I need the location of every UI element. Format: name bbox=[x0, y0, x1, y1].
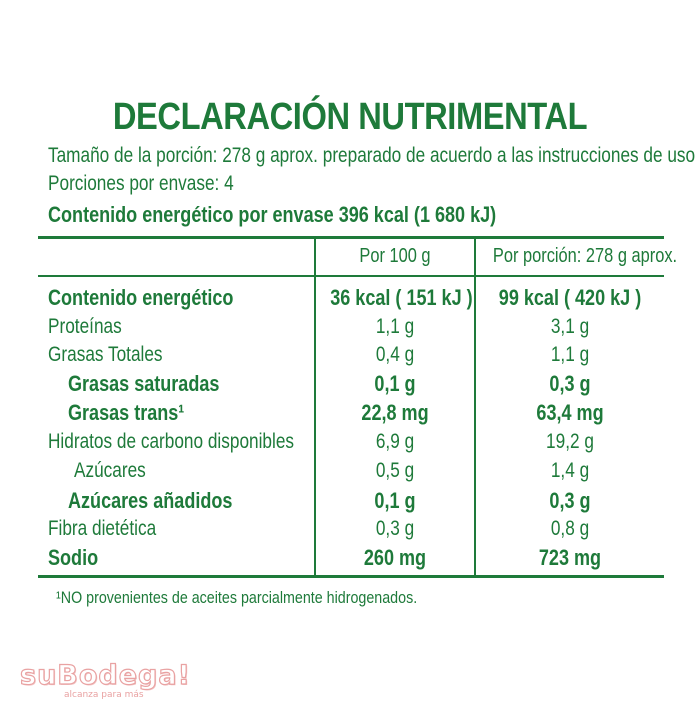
value-per-100g: 6,9 g bbox=[375, 430, 415, 453]
value-per-100g: 0,3 g bbox=[375, 517, 415, 540]
table-row: Grasas trans¹ 22,8 mg 63,4 mg bbox=[38, 400, 664, 428]
table-row: Fibra dietética 0,3 g 0,8 g bbox=[38, 517, 664, 545]
watermark-logo: suBodega! alcanza para más bbox=[19, 659, 191, 700]
nutrient-label: Azúcares añadidos bbox=[68, 488, 233, 513]
value-per-portion: 1,4 g bbox=[550, 459, 590, 482]
energy-per-container: Contenido energético por envase 396 kcal… bbox=[48, 202, 497, 227]
value-per-portion: 0,8 g bbox=[550, 517, 590, 540]
nutrient-label: Proteínas bbox=[48, 315, 122, 338]
value-per-100g: 1,1 g bbox=[375, 315, 415, 338]
serving-size: Tamaño de la porción: 278 g aprox. prepa… bbox=[48, 144, 696, 167]
value-per-portion: 723 mg bbox=[538, 545, 602, 570]
table-row: Grasas saturadas 0,1 g 0,3 g bbox=[38, 371, 664, 399]
footnote: ¹NO provenientes de aceites parcialmente… bbox=[56, 588, 418, 607]
value-per-100g: 0,1 g bbox=[374, 371, 416, 396]
nutrient-label: Fibra dietética bbox=[48, 517, 157, 540]
value-per-portion: 1,1 g bbox=[550, 343, 590, 366]
nutrient-label: Contenido energético bbox=[48, 285, 234, 310]
watermark-tagline: alcanza para más bbox=[64, 690, 144, 700]
table-row: Sodio 260 mg 723 mg bbox=[38, 545, 664, 573]
nutrient-label: Grasas Totales bbox=[48, 343, 163, 366]
nutrient-label: Grasas trans¹ bbox=[68, 400, 185, 425]
value-per-portion: 63,4 mg bbox=[536, 400, 604, 425]
panel-title: DECLARACIÓN NUTRIMENTAL bbox=[112, 96, 588, 138]
servings-per-container: Porciones por envase: 4 bbox=[48, 172, 234, 195]
value-per-portion: 0,3 g bbox=[549, 488, 591, 513]
column-divider bbox=[314, 239, 316, 575]
value-per-portion: 3,1 g bbox=[550, 315, 590, 338]
value-per-portion: 19,2 g bbox=[546, 430, 594, 453]
value-per-100g: 0,1 g bbox=[374, 488, 416, 513]
column-header-per-portion: Por porción: 278 g aprox. bbox=[492, 245, 678, 267]
nutrient-label: Grasas saturadas bbox=[68, 371, 220, 396]
header-divider bbox=[38, 275, 664, 277]
value-per-100g: 0,5 g bbox=[375, 459, 415, 482]
column-divider bbox=[474, 239, 476, 575]
table-row: Proteínas 1,1 g 3,1 g bbox=[38, 315, 664, 343]
table-row: Hidratos de carbono disponibles 6,9 g 19… bbox=[38, 430, 664, 458]
column-header-per-100g: Por 100 g bbox=[359, 245, 431, 267]
value-per-100g: 22,8 mg bbox=[361, 400, 429, 425]
nutrition-table: Por 100 g Por porción: 278 g aprox. Cont… bbox=[38, 236, 678, 578]
table-row: Grasas Totales 0,4 g 1,1 g bbox=[38, 343, 664, 371]
value-per-portion: 0,3 g bbox=[549, 371, 591, 396]
table-row: Azúcares 0,5 g 1,4 g bbox=[38, 459, 664, 487]
value-per-100g: 260 mg bbox=[363, 545, 427, 570]
table-row: Contenido energético 36 kcal ( 151 kJ ) … bbox=[38, 285, 664, 313]
watermark-brand: suBodega! bbox=[19, 659, 191, 691]
value-per-100g: 0,4 g bbox=[375, 343, 415, 366]
nutrient-label: Sodio bbox=[48, 545, 99, 570]
value-per-portion: 99 kcal ( 420 kJ ) bbox=[498, 285, 642, 310]
value-per-100g: 36 kcal ( 151 kJ ) bbox=[330, 285, 473, 310]
nutrient-label: Hidratos de carbono disponibles bbox=[48, 430, 295, 453]
nutrient-label: Azúcares bbox=[74, 459, 146, 482]
table-row: Azúcares añadidos 0,1 g 0,3 g bbox=[38, 488, 664, 516]
